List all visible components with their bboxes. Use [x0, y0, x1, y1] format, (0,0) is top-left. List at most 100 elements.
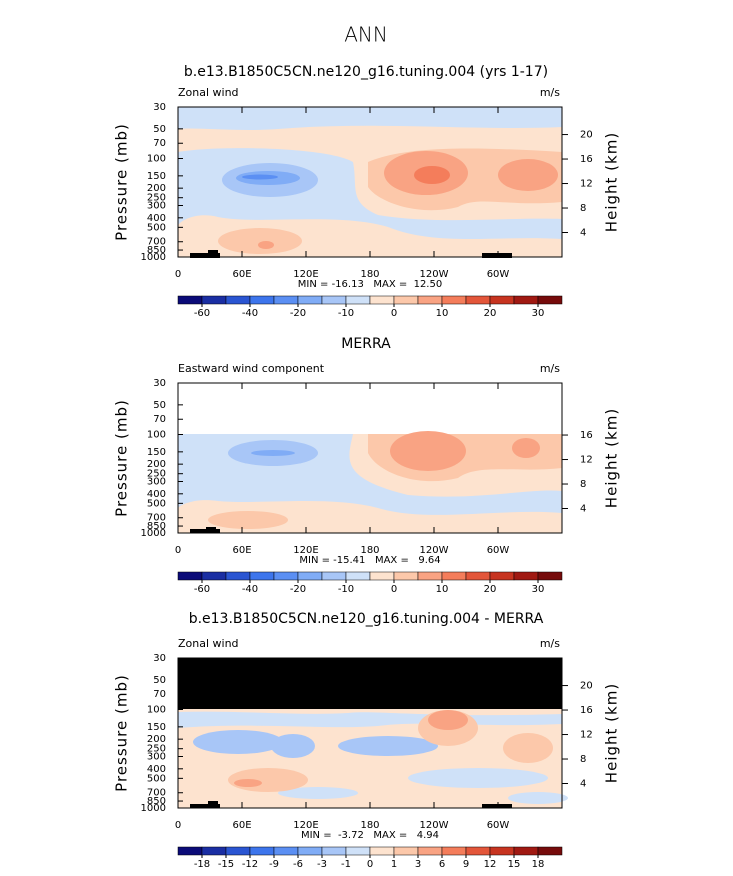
colorbar-box	[201, 571, 227, 581]
y-tick-label: 100	[147, 705, 166, 716]
colorbar-label: -6	[293, 859, 303, 870]
contour-fill	[178, 107, 562, 258]
colorbar-box	[441, 846, 467, 856]
y-tick-label: 30	[153, 653, 166, 664]
colorbar-box	[369, 846, 395, 856]
contour-region	[190, 804, 220, 808]
contour-region	[242, 174, 278, 180]
colorbar-label: 10	[436, 308, 449, 319]
y2-tick-label: 20	[580, 681, 593, 692]
y-tick-label: 70	[153, 138, 166, 149]
y-axis-label: Pressure (mb)	[113, 399, 131, 517]
y2-tick-label: 16	[580, 430, 593, 441]
x-tick-label: 60E	[232, 545, 251, 556]
colorbar-label: -60	[194, 584, 210, 595]
y2-axis-label: Height (km)	[603, 683, 621, 783]
colorbar-box	[273, 571, 299, 581]
y2-axis-label: Height (km)	[603, 132, 621, 232]
panel: b.e13.B1850C5CN.ne120_g16.tuning.004 (yr…	[113, 64, 621, 319]
x-tick-label: 120E	[293, 545, 318, 556]
y-tick-label: 300	[147, 751, 166, 762]
colorbar-box	[321, 295, 347, 305]
colorbar-box	[513, 571, 539, 581]
y-tick-label: 400	[147, 489, 166, 500]
colorbar-label: 30	[532, 308, 545, 319]
panel-title: MERRA	[341, 336, 391, 352]
colorbar-box	[297, 571, 323, 581]
colorbar-box	[393, 571, 419, 581]
y-tick-label: 150	[147, 447, 166, 458]
colorbar-box	[441, 295, 467, 305]
y-tick-label: 250	[147, 469, 166, 480]
y2-tick-label: 20	[580, 130, 593, 141]
colorbar-box	[249, 846, 275, 856]
colorbar-label: 0	[367, 859, 373, 870]
y-tick-label: 70	[153, 689, 166, 700]
contour-region	[482, 804, 512, 808]
y-tick-label: 150	[147, 171, 166, 182]
x-tick-label: 120W	[420, 269, 449, 280]
y-tick-label: 1000	[141, 528, 166, 539]
colorbar-box	[249, 571, 275, 581]
colorbar-label: 20	[484, 308, 497, 319]
colorbar-box	[321, 571, 347, 581]
y-tick-label: 700	[147, 237, 166, 248]
contour-region	[258, 241, 274, 249]
colorbar-box	[417, 846, 443, 856]
contour-region	[408, 768, 548, 788]
colorbar-label: 30	[532, 584, 545, 595]
y-tick-label: 700	[147, 788, 166, 799]
colorbar-box	[177, 571, 203, 581]
y-tick-label: 500	[147, 773, 166, 784]
colorbar-box	[537, 571, 563, 581]
y-tick-label: 100	[147, 430, 166, 441]
colorbar-label: -20	[290, 308, 306, 319]
contour-region	[498, 159, 558, 191]
y-tick-label: 200	[147, 459, 166, 470]
y-tick-label: 50	[153, 400, 166, 411]
y-tick-label: 1000	[141, 803, 166, 814]
contour-region	[206, 527, 216, 530]
y-tick-label: 400	[147, 764, 166, 775]
x-tick-label: 60W	[487, 545, 510, 556]
y-tick-label: 70	[153, 414, 166, 425]
y2-tick-label: 8	[580, 203, 586, 214]
colorbar-label: -20	[290, 584, 306, 595]
x-tick-label: 180	[360, 545, 379, 556]
y-tick-label: 30	[153, 378, 166, 389]
colorbar-label: -60	[194, 308, 210, 319]
y-tick-label: 50	[153, 675, 166, 686]
colorbar-label: 15	[508, 859, 521, 870]
colorbar-label: -40	[242, 308, 258, 319]
contour-region	[208, 801, 218, 804]
y-tick-label: 100	[147, 154, 166, 165]
y-tick-label: 250	[147, 193, 166, 204]
colorbar-label: -40	[242, 584, 258, 595]
contour-region	[338, 736, 438, 756]
y2-tick-label: 4	[580, 504, 586, 515]
colorbar-box	[273, 846, 299, 856]
y-tick-label: 300	[147, 200, 166, 211]
contour-region	[508, 792, 568, 804]
y2-tick-label: 16	[580, 705, 593, 716]
colorbar-box	[345, 295, 371, 305]
colorbar-box	[369, 571, 395, 581]
colorbar-label: 0	[391, 308, 397, 319]
y2-tick-label: 4	[580, 228, 586, 239]
colorbar-box	[489, 846, 515, 856]
units: m/s	[540, 637, 560, 650]
y-tick-label: 300	[147, 476, 166, 487]
colorbar-box	[393, 846, 419, 856]
panel: b.e13.B1850C5CN.ne120_g16.tuning.004 - M…	[113, 611, 621, 870]
y-tick-label: 150	[147, 722, 166, 733]
colorbar-label: 0	[391, 584, 397, 595]
colorbar-box	[297, 295, 323, 305]
colorbar-box	[417, 295, 443, 305]
colorbar-box	[201, 295, 227, 305]
colorbar-label: 3	[415, 859, 421, 870]
y2-tick-label: 12	[580, 455, 593, 466]
contour-region	[190, 253, 220, 258]
stats: MIN = -15.41 MAX = 9.64	[299, 555, 440, 566]
colorbar-box	[513, 295, 539, 305]
